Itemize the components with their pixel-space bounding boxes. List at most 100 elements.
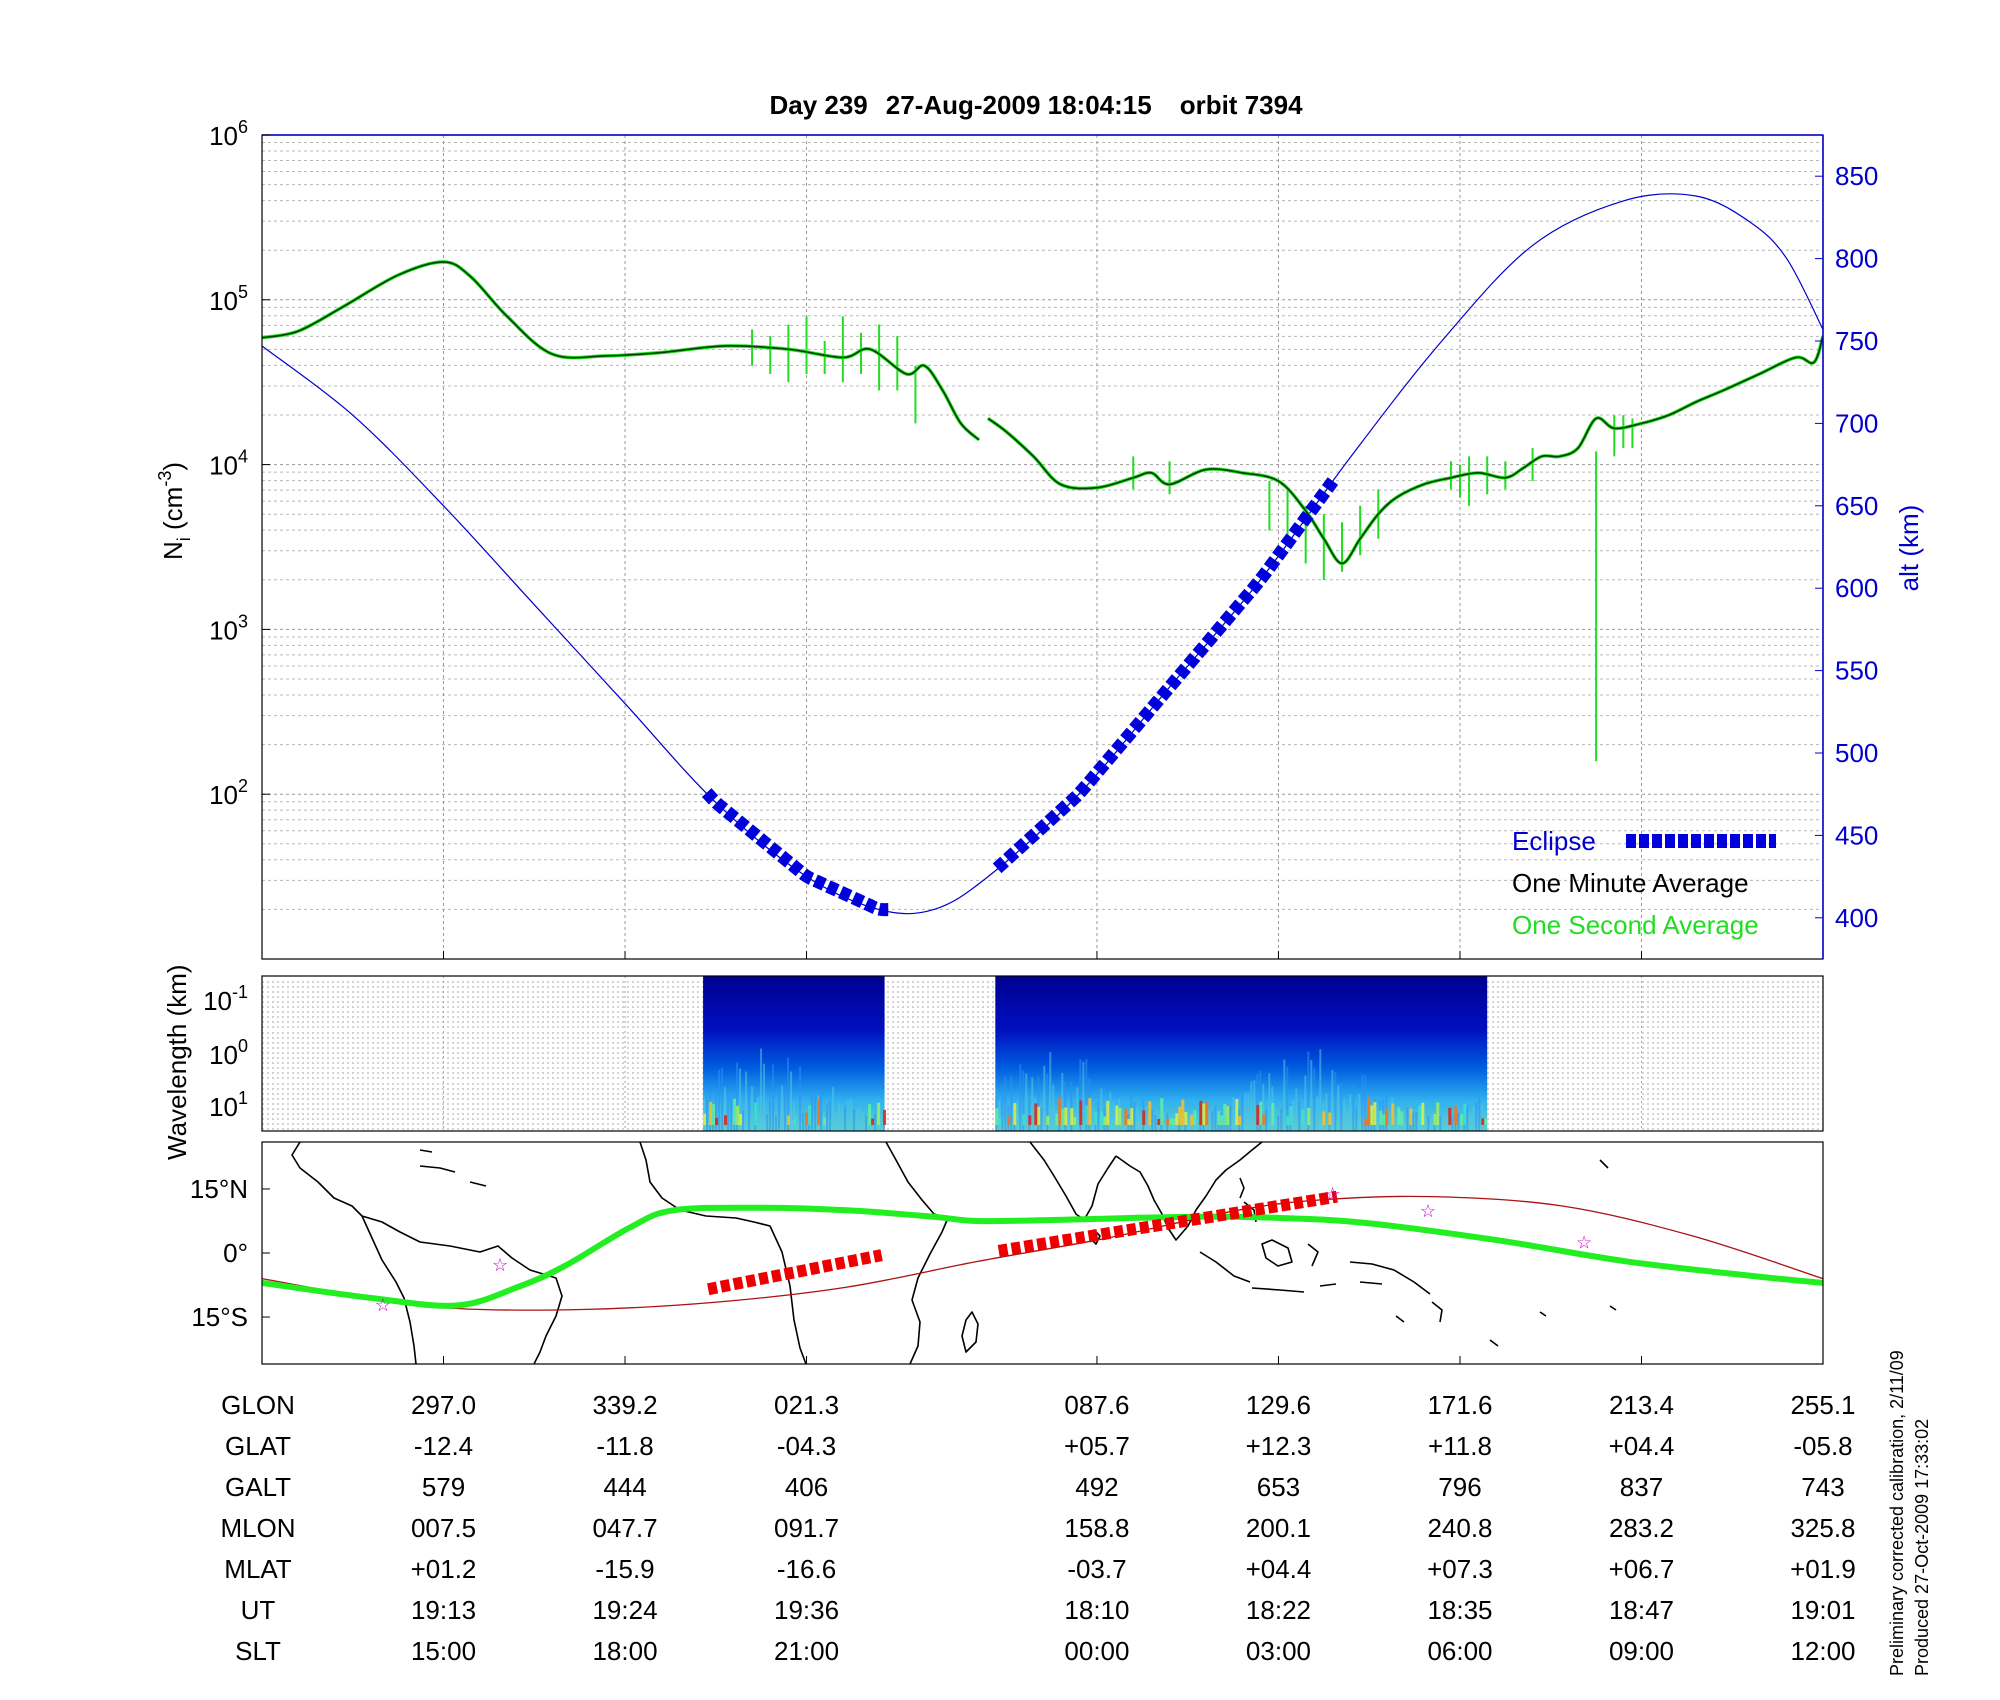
spectrogram-streak <box>1100 1088 1103 1131</box>
spectrogram-streak <box>1046 1074 1049 1131</box>
spectrogram-streak <box>1010 1075 1013 1131</box>
spectrogram-hotspot <box>1289 1105 1293 1125</box>
y-tick-label: 106 <box>209 117 248 151</box>
spectrogram-hotspot <box>1103 1116 1107 1125</box>
spec-y-tick-label: 101 <box>209 1088 248 1122</box>
spectrogram-streak <box>1331 1070 1334 1131</box>
altitude-y-ticks: 850 800 750 700 650 600 550 500 450 400 <box>1815 161 1878 933</box>
spec-y-tick-label: 100 <box>209 1036 248 1070</box>
one-minute-average-line <box>987 335 1823 565</box>
spectrogram-hotspot <box>1382 1114 1386 1125</box>
spectrogram-hotspot <box>724 1115 728 1125</box>
spectrogram-hotspot <box>712 1104 716 1125</box>
table-cell: 444 <box>603 1472 646 1502</box>
spectrogram-hotspot <box>1436 1102 1440 1125</box>
table-cell: 19:36 <box>774 1595 839 1625</box>
coast-indonesia <box>1199 1239 1337 1293</box>
spectrogram-streak <box>1268 1073 1271 1131</box>
spectrogram-streak <box>1091 1107 1094 1131</box>
spectrogram-streak <box>1280 1108 1283 1131</box>
table-cell: +04.4 <box>1609 1431 1675 1461</box>
spectrogram-hotspot <box>1205 1101 1209 1125</box>
spectrogram-streak <box>724 1087 727 1131</box>
spectrogram-streak <box>859 1107 862 1131</box>
y-tick-label: 105 <box>209 282 248 316</box>
spectrogram-streak <box>745 1071 748 1131</box>
spectrogram-streak <box>1352 1083 1355 1131</box>
spectrogram-hotspot <box>1391 1103 1395 1125</box>
spectrogram-streak <box>1121 1108 1124 1131</box>
spectrogram-hotspot <box>1061 1108 1065 1125</box>
coast-pacific-islands <box>1395 1159 1617 1347</box>
spectrogram-streak <box>1346 1110 1349 1131</box>
alt-tick-label: 400 <box>1835 903 1878 933</box>
spectrogram-streak <box>1022 1070 1025 1131</box>
spectrogram-hotspot <box>1400 1111 1404 1125</box>
table-cell: 837 <box>1620 1472 1663 1502</box>
table-cell: -11.8 <box>596 1431 653 1461</box>
spectrogram-hotspot <box>1271 1102 1275 1125</box>
spectrogram-streak <box>730 1097 733 1131</box>
alt-tick-label: 800 <box>1835 244 1878 274</box>
spectrogram-hotspot <box>1022 1114 1026 1125</box>
spectrogram-hotspot <box>823 1117 827 1125</box>
spectrogram-hotspot <box>1148 1101 1152 1125</box>
spectrogram-hotspot <box>736 1105 740 1125</box>
spectrogram-streak <box>838 1102 841 1131</box>
spectrogram-hotspot <box>868 1104 872 1125</box>
spectrogram-streak <box>1442 1115 1445 1131</box>
spectrogram-streak <box>835 1112 838 1131</box>
spectrogram-streak <box>784 1084 787 1131</box>
spectrogram-hotspot <box>1220 1115 1224 1125</box>
spectrogram-streak <box>1298 1101 1301 1131</box>
spectrogram-streak <box>1358 1093 1361 1131</box>
spectrogram-streak <box>781 1085 784 1131</box>
spectrogram-streak <box>1295 1088 1298 1131</box>
spectrogram-streak <box>1112 1100 1115 1131</box>
spectrogram-streak <box>1025 1073 1028 1131</box>
spectrogram-streak <box>769 1100 772 1131</box>
spectrogram-streak <box>1163 1112 1166 1131</box>
spectrogram-streak <box>856 1108 859 1131</box>
spectrogram-streak <box>811 1095 814 1131</box>
alt-tick-label: 700 <box>1835 408 1878 438</box>
altitude-curve <box>262 193 1823 915</box>
one-minute-average-line <box>262 261 980 441</box>
table-cell: 240.8 <box>1427 1513 1492 1543</box>
map-eclipse-segments <box>707 1190 1338 1296</box>
spectrogram-hotspot <box>1262 1114 1266 1125</box>
spectrogram-hotspot <box>1418 1105 1422 1125</box>
spectrogram-hotspot <box>1454 1106 1458 1125</box>
spectrogram-hotspot <box>1037 1106 1041 1125</box>
table-cell: 21:00 <box>774 1636 839 1666</box>
spectrogram-streak <box>826 1104 829 1131</box>
spectrogram-streak <box>1241 1096 1244 1131</box>
spectrogram-hotspot <box>1322 1111 1326 1125</box>
spectrogram-streak <box>1445 1114 1448 1131</box>
spectrogram-streak <box>1001 1086 1004 1131</box>
spectrogram-streak <box>790 1071 793 1131</box>
produced-note: Produced 27-Oct-2009 17:33:02 <box>1912 1419 1932 1676</box>
spectrogram-streak <box>1319 1049 1322 1131</box>
spectrogram-hotspot <box>808 1105 812 1125</box>
spectrogram-hotspot <box>1106 1101 1110 1125</box>
table-cell: 091.7 <box>774 1513 839 1543</box>
altitude-y-label: alt (km) <box>1894 505 1924 592</box>
spectrogram-hotspot <box>1100 1111 1104 1125</box>
spectrogram-hotspot <box>1379 1110 1383 1125</box>
legend-one-minute-label: One Minute Average <box>1512 868 1749 898</box>
spectrogram-streak <box>1355 1107 1358 1131</box>
spectrogram-hotspot <box>1088 1098 1092 1125</box>
orbit-data-table: GLON 297.0 339.2 021.3 087.6 129.6 171.6 213.4 2… <box>220 1390 1855 1666</box>
one-second-average-line <box>987 335 1823 566</box>
spectrogram-streak <box>715 1090 718 1131</box>
spectrogram-streak <box>763 1063 766 1131</box>
spectrogram-streak <box>1349 1094 1352 1131</box>
spectrogram-streak <box>799 1066 802 1131</box>
spectrogram-streak <box>751 1086 754 1131</box>
y-tick-label: 104 <box>209 447 248 481</box>
spectrogram-streak <box>1040 1107 1043 1131</box>
table-row-label: SLT <box>235 1636 281 1666</box>
spectrogram-hotspot <box>1433 1114 1437 1125</box>
